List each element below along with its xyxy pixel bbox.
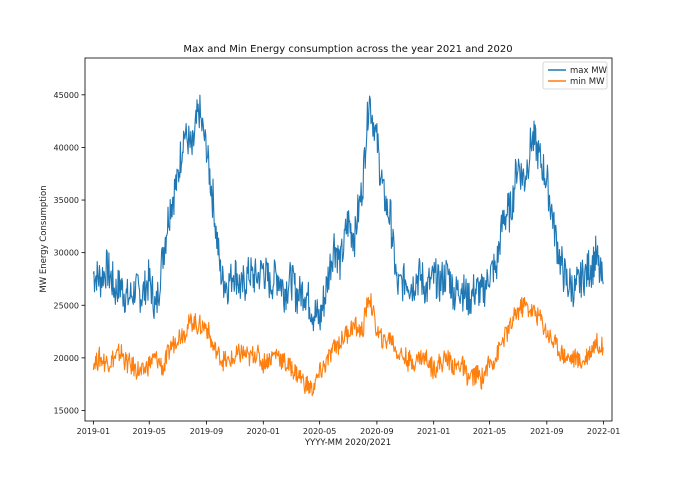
x-tick-label: 2022-01 (587, 427, 620, 436)
x-tick-label: 2019-05 (133, 427, 166, 436)
chart-title: Max and Min Energy consumption across th… (183, 44, 512, 55)
x-axis: 2019-01 2019-05 2019-09 2020-01 2020-05 2020-… (77, 421, 620, 436)
x-tick-label: 2020-01 (247, 427, 280, 436)
y-tick-label: 35000 (54, 196, 79, 205)
x-tick-label: 2021-01 (417, 427, 450, 436)
y-tick-label: 40000 (54, 143, 79, 152)
y-tick-label: 45000 (54, 91, 79, 100)
x-tick-label: 2021-09 (530, 427, 563, 436)
x-tick-label: 2021-05 (473, 427, 506, 436)
x-axis-label: YYYY-MM 2020/2021 (304, 438, 391, 448)
x-tick-label: 2019-01 (77, 427, 110, 436)
y-axis-label: MW Energy Consumption (39, 185, 49, 292)
series-line-min-mw (92, 293, 604, 397)
x-tick-label: 2020-09 (360, 427, 393, 436)
series-layer (92, 94, 604, 397)
legend-label: max MW (570, 66, 608, 76)
series-line-max-mw (92, 94, 604, 332)
y-tick-label: 30000 (54, 249, 79, 258)
legend-box (542, 61, 608, 90)
legend-label: min MW (570, 77, 605, 87)
y-tick-label: 25000 (54, 301, 79, 310)
plot-area-frame (84, 57, 613, 422)
x-tick-label: 2019-09 (190, 427, 223, 436)
y-tick-label: 20000 (54, 354, 79, 363)
y-axis: 15000 20000 25000 30000 35000 40000 45000 (54, 91, 85, 415)
x-tick-label: 2020-05 (303, 427, 336, 436)
y-tick-label: 15000 (54, 406, 79, 415)
